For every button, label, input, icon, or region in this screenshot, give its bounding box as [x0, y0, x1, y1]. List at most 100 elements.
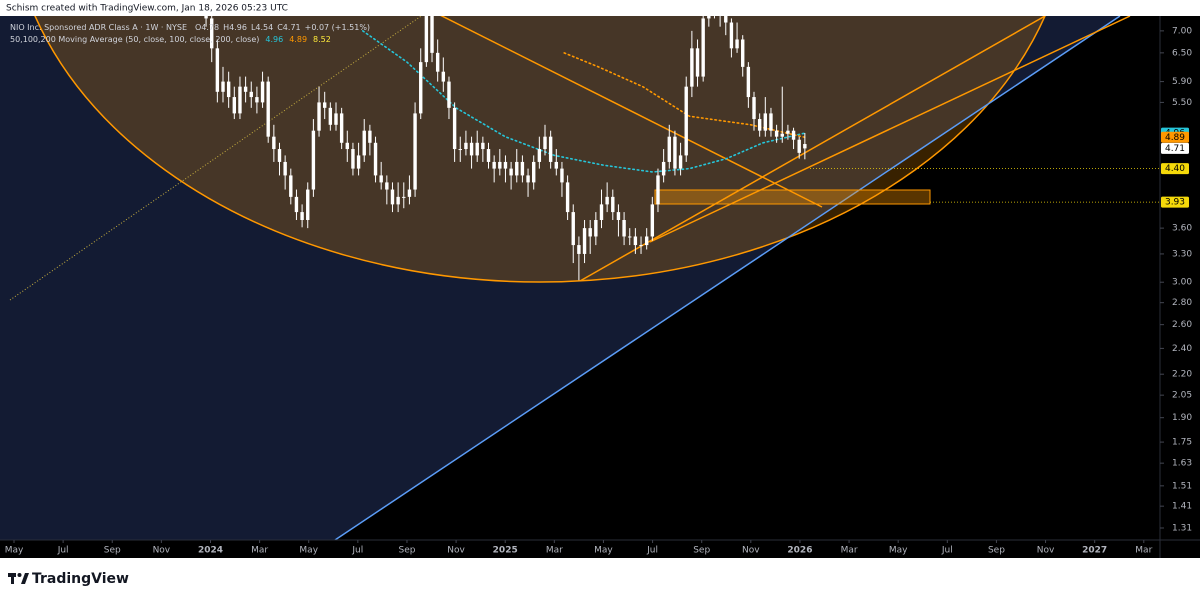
candle-body: [752, 97, 756, 120]
x-tick-label: Nov: [1037, 546, 1055, 556]
candle-body: [543, 136, 547, 150]
y-tick-label: 3.60: [1172, 224, 1192, 234]
candle-body: [345, 142, 349, 150]
candle-body: [673, 136, 677, 169]
ohlc-change: +0.07 (+1.51%): [305, 23, 370, 32]
candle-body: [272, 136, 276, 150]
candle-body: [644, 236, 649, 246]
ma-legend-value: 4.89: [289, 35, 307, 44]
price-badge: [1161, 163, 1189, 175]
ma-legend: 50,100,200 Moving Average (50, close, 10…: [10, 35, 331, 44]
x-tick-label: Nov: [742, 546, 760, 556]
candle-body: [565, 182, 570, 213]
candle-body: [368, 130, 372, 143]
x-tick-label: 2024: [198, 546, 223, 556]
candle-body: [339, 113, 344, 143]
ohlc-high: H4.96: [223, 23, 247, 32]
candle-body: [458, 149, 462, 151]
candle-body: [210, 18, 214, 49]
candle-body: [351, 149, 355, 169]
candle-body: [729, 22, 734, 49]
candle-body: [548, 136, 553, 162]
candle-body: [322, 102, 327, 108]
candle-body: [701, 18, 705, 77]
candle-body: [311, 130, 316, 190]
x-tick-label: Mar: [841, 546, 858, 556]
price-badge-label: 4.71: [1165, 144, 1185, 154]
brand-logo: [8, 573, 29, 584]
x-tick-label: 2027: [1082, 546, 1107, 556]
y-tick-label: 2.80: [1172, 298, 1192, 308]
candle-body: [763, 113, 768, 131]
y-tick-label: 1.31: [1172, 523, 1192, 533]
candle-body: [385, 182, 389, 190]
candle-body: [515, 161, 519, 176]
x-tick-label: Jul: [57, 546, 69, 556]
y-tick-label: 1.63: [1172, 459, 1192, 469]
arc: [34, 16, 1046, 283]
symbol-title: NIO Inc. Sponsored ADR Class A · 1W · NY…: [10, 23, 187, 32]
ohlc-close: C4.71: [277, 23, 300, 32]
x-tick-label: May: [5, 546, 24, 556]
y-tick-label: 2.05: [1172, 391, 1192, 401]
y-tick-label: 3.30: [1172, 249, 1192, 259]
candle-body: [791, 130, 796, 140]
candle-body: [780, 133, 784, 137]
candle-body: [255, 97, 259, 103]
ma-legend-label: 50,100,200 Moving Average (50, close, 10…: [10, 35, 259, 44]
candle-body: [294, 196, 299, 213]
candle-body: [475, 142, 479, 156]
candle-body: [650, 204, 655, 237]
y-tick-label: 2.20: [1172, 370, 1192, 380]
candle-body: [661, 161, 666, 176]
candle-body: [441, 71, 446, 82]
candle-body: [407, 189, 412, 197]
candle-body: [746, 66, 751, 98]
x-tick-label: Mar: [251, 546, 268, 556]
candle-body: [464, 142, 468, 150]
candle-body: [639, 245, 643, 247]
ohlc-low: L4.54: [251, 23, 273, 32]
candle-body: [328, 107, 333, 125]
candle-body: [452, 107, 457, 150]
x-tick-label: Nov: [447, 546, 465, 556]
ohlc-open: O4.78: [195, 23, 219, 32]
candle-body: [289, 175, 293, 197]
candle-body: [317, 102, 321, 131]
candle-body: [571, 212, 575, 246]
moving-average-line: [362, 30, 806, 173]
candle-body: [532, 161, 536, 183]
candle-body: [226, 81, 231, 98]
x-tick-label: Nov: [153, 546, 171, 556]
y-tick-label: 1.75: [1172, 438, 1192, 448]
candle-body: [379, 175, 383, 183]
candle-body: [390, 189, 395, 205]
candle-body: [221, 81, 225, 92]
y-tick-label: 5.50: [1172, 98, 1192, 108]
candle-body: [413, 113, 417, 190]
y-tick-label: 5.90: [1172, 77, 1192, 87]
candle-body: [238, 86, 242, 114]
candle-body: [419, 62, 423, 114]
candle-body: [678, 155, 683, 169]
candle-body: [707, 16, 711, 19]
candle-body: [656, 175, 660, 205]
candle-body: [447, 81, 451, 108]
zone-box: [654, 189, 931, 205]
x-tick-label: 2025: [493, 546, 518, 556]
candle-body: [526, 175, 530, 183]
candle-body: [560, 168, 564, 183]
y-tick-label: 6.50: [1172, 48, 1192, 58]
price-badge: [1161, 196, 1189, 208]
x-tick-label: May: [299, 546, 318, 556]
dotted-trend-line: [9, 16, 423, 301]
price-badge: [1161, 131, 1189, 143]
blue-trend-line: [334, 16, 1121, 540]
x-tick-label: Sep: [988, 546, 1005, 556]
candle-body: [266, 81, 270, 137]
price-badge-label: 4.40: [1165, 164, 1185, 174]
candle-body: [797, 139, 801, 153]
candle-body: [469, 142, 474, 156]
candle-body: [486, 149, 491, 162]
